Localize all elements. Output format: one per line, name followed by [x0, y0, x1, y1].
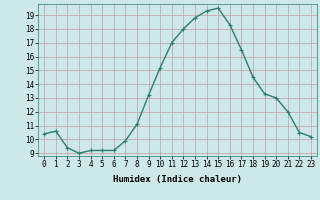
X-axis label: Humidex (Indice chaleur): Humidex (Indice chaleur) — [113, 175, 242, 184]
